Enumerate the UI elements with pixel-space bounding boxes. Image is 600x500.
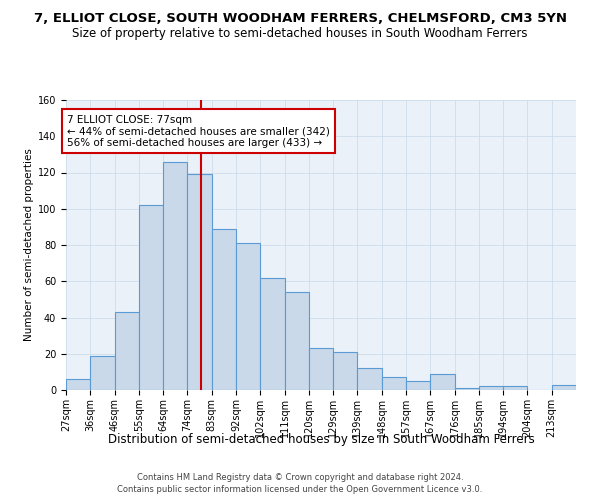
Bar [284,292,309,390]
Bar [382,378,406,390]
Bar [503,386,527,390]
Bar [139,205,163,390]
Text: Distribution of semi-detached houses by size in South Woodham Ferrers: Distribution of semi-detached houses by … [107,432,535,446]
Bar [163,162,187,390]
Bar [236,243,260,390]
Bar [260,278,284,390]
Text: 7, ELLIOT CLOSE, SOUTH WOODHAM FERRERS, CHELMSFORD, CM3 5YN: 7, ELLIOT CLOSE, SOUTH WOODHAM FERRERS, … [34,12,566,26]
Text: Contains HM Land Registry data © Crown copyright and database right 2024.: Contains HM Land Registry data © Crown c… [137,472,463,482]
Bar [406,381,430,390]
Text: Contains public sector information licensed under the Open Government Licence v3: Contains public sector information licen… [118,485,482,494]
Bar [455,388,479,390]
Text: 7 ELLIOT CLOSE: 77sqm
← 44% of semi-detached houses are smaller (342)
56% of sem: 7 ELLIOT CLOSE: 77sqm ← 44% of semi-deta… [67,114,330,148]
Bar [115,312,139,390]
Bar [430,374,455,390]
Bar [90,356,115,390]
Bar [212,228,236,390]
Bar [552,384,576,390]
Bar [187,174,212,390]
Y-axis label: Number of semi-detached properties: Number of semi-detached properties [23,148,34,342]
Bar [66,379,90,390]
Bar [333,352,358,390]
Bar [479,386,503,390]
Text: Size of property relative to semi-detached houses in South Woodham Ferrers: Size of property relative to semi-detach… [72,28,528,40]
Bar [309,348,333,390]
Bar [358,368,382,390]
